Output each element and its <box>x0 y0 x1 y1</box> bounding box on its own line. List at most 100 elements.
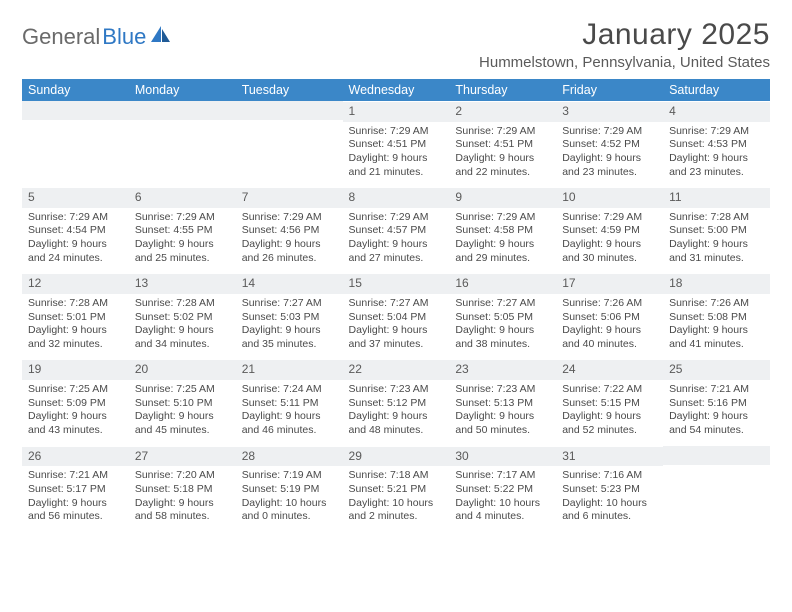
day-cell: 11Sunrise: 7:28 AMSunset: 5:00 PMDayligh… <box>663 187 770 273</box>
header: GeneralBlue January 2025 Hummelstown, Pe… <box>22 18 770 71</box>
day-cell: 13Sunrise: 7:28 AMSunset: 5:02 PMDayligh… <box>129 273 236 359</box>
sunrise-line: Sunrise: 7:24 AM <box>242 383 337 397</box>
day-cell <box>663 446 770 532</box>
day-cell: 6Sunrise: 7:29 AMSunset: 4:55 PMDaylight… <box>129 187 236 273</box>
day-cell: 8Sunrise: 7:29 AMSunset: 4:57 PMDaylight… <box>343 187 450 273</box>
location: Hummelstown, Pennsylvania, United States <box>479 54 770 71</box>
sunset-line: Sunset: 5:08 PM <box>669 311 764 325</box>
day-cell: 19Sunrise: 7:25 AMSunset: 5:09 PMDayligh… <box>22 359 129 445</box>
day-body: Sunrise: 7:21 AMSunset: 5:17 PMDaylight:… <box>22 466 129 532</box>
day-number: 29 <box>343 446 450 467</box>
sunrise-line: Sunrise: 7:29 AM <box>455 125 550 139</box>
sunrise-line: Sunrise: 7:23 AM <box>455 383 550 397</box>
day-cell: 12Sunrise: 7:28 AMSunset: 5:01 PMDayligh… <box>22 273 129 359</box>
day-body: Sunrise: 7:28 AMSunset: 5:01 PMDaylight:… <box>22 294 129 360</box>
sunrise-line: Sunrise: 7:28 AM <box>669 211 764 225</box>
sunrise-line: Sunrise: 7:16 AM <box>562 469 657 483</box>
sunrise-line: Sunrise: 7:21 AM <box>669 383 764 397</box>
day-cell: 28Sunrise: 7:19 AMSunset: 5:19 PMDayligh… <box>236 446 343 532</box>
daylight-line: Daylight: 9 hours and 37 minutes. <box>349 324 444 351</box>
day-number: 19 <box>22 359 129 380</box>
day-body: Sunrise: 7:16 AMSunset: 5:23 PMDaylight:… <box>556 466 663 532</box>
day-number: 13 <box>129 273 236 294</box>
sunset-line: Sunset: 4:58 PM <box>455 224 550 238</box>
day-cell: 26Sunrise: 7:21 AMSunset: 5:17 PMDayligh… <box>22 446 129 532</box>
day-number: 2 <box>449 101 556 122</box>
daylight-line: Daylight: 9 hours and 56 minutes. <box>28 497 123 524</box>
daylight-line: Daylight: 9 hours and 23 minutes. <box>562 152 657 179</box>
day-header-fri: Friday <box>556 79 663 101</box>
day-body: Sunrise: 7:21 AMSunset: 5:16 PMDaylight:… <box>663 380 770 446</box>
daylight-line: Daylight: 10 hours and 0 minutes. <box>242 497 337 524</box>
sunset-line: Sunset: 4:52 PM <box>562 138 657 152</box>
day-number: 4 <box>663 101 770 122</box>
day-number: 10 <box>556 187 663 208</box>
daylight-line: Daylight: 10 hours and 6 minutes. <box>562 497 657 524</box>
daylight-line: Daylight: 9 hours and 43 minutes. <box>28 410 123 437</box>
daylight-line: Daylight: 9 hours and 41 minutes. <box>669 324 764 351</box>
day-body: Sunrise: 7:28 AMSunset: 5:00 PMDaylight:… <box>663 208 770 274</box>
day-cell: 4Sunrise: 7:29 AMSunset: 4:53 PMDaylight… <box>663 101 770 187</box>
daylight-line: Daylight: 9 hours and 54 minutes. <box>669 410 764 437</box>
day-header-row: Sunday Monday Tuesday Wednesday Thursday… <box>22 79 770 101</box>
day-cell: 25Sunrise: 7:21 AMSunset: 5:16 PMDayligh… <box>663 359 770 445</box>
day-cell: 18Sunrise: 7:26 AMSunset: 5:08 PMDayligh… <box>663 273 770 359</box>
sunset-line: Sunset: 5:22 PM <box>455 483 550 497</box>
day-body: Sunrise: 7:29 AMSunset: 4:58 PMDaylight:… <box>449 208 556 274</box>
sunrise-line: Sunrise: 7:21 AM <box>28 469 123 483</box>
sunrise-line: Sunrise: 7:17 AM <box>455 469 550 483</box>
day-number: 25 <box>663 359 770 380</box>
daylight-line: Daylight: 9 hours and 26 minutes. <box>242 238 337 265</box>
day-body: Sunrise: 7:26 AMSunset: 5:06 PMDaylight:… <box>556 294 663 360</box>
daylight-line: Daylight: 9 hours and 50 minutes. <box>455 410 550 437</box>
sunset-line: Sunset: 5:18 PM <box>135 483 230 497</box>
sunset-line: Sunset: 4:51 PM <box>455 138 550 152</box>
day-cell: 2 Sunrise: 7:29 AMSunset: 4:51 PMDaylight… <box>449 101 556 187</box>
day-body: Sunrise: 7:29 AMSunset: 4:54 PMDaylight:… <box>22 208 129 274</box>
day-body: Sunrise: 7:27 AMSunset: 5:03 PMDaylight:… <box>236 294 343 360</box>
daylight-line: Daylight: 9 hours and 22 minutes. <box>455 152 550 179</box>
empty-day-body <box>236 120 343 182</box>
day-number: 22 <box>343 359 450 380</box>
day-cell: 27Sunrise: 7:20 AMSunset: 5:18 PMDayligh… <box>129 446 236 532</box>
day-body: Sunrise: 7:29 AMSunset: 4:55 PMDaylight:… <box>129 208 236 274</box>
day-number: 18 <box>663 273 770 294</box>
daylight-line: Daylight: 9 hours and 29 minutes. <box>455 238 550 265</box>
sunrise-line: Sunrise: 7:28 AM <box>135 297 230 311</box>
day-cell: 30Sunrise: 7:17 AMSunset: 5:22 PMDayligh… <box>449 446 556 532</box>
sunset-line: Sunset: 4:53 PM <box>669 138 764 152</box>
daylight-line: Daylight: 9 hours and 23 minutes. <box>669 152 764 179</box>
sunrise-line: Sunrise: 7:29 AM <box>349 211 444 225</box>
day-number: 24 <box>556 359 663 380</box>
sail-icon <box>150 25 172 50</box>
empty-day-number <box>663 446 770 465</box>
week-row: 12Sunrise: 7:28 AMSunset: 5:01 PMDayligh… <box>22 273 770 359</box>
sunset-line: Sunset: 4:59 PM <box>562 224 657 238</box>
sunset-line: Sunset: 4:56 PM <box>242 224 337 238</box>
sunset-line: Sunset: 5:02 PM <box>135 311 230 325</box>
daylight-line: Daylight: 9 hours and 58 minutes. <box>135 497 230 524</box>
day-body: Sunrise: 7:22 AMSunset: 5:15 PMDaylight:… <box>556 380 663 446</box>
sunrise-line: Sunrise: 7:27 AM <box>242 297 337 311</box>
calendar-body: 1Sunrise: 7:29 AMSunset: 4:51 PMDaylight… <box>22 101 770 532</box>
day-cell: 23Sunrise: 7:23 AMSunset: 5:13 PMDayligh… <box>449 359 556 445</box>
sunrise-line: Sunrise: 7:26 AM <box>562 297 657 311</box>
sunset-line: Sunset: 5:16 PM <box>669 397 764 411</box>
empty-day-number <box>236 101 343 120</box>
day-cell: 17Sunrise: 7:26 AMSunset: 5:06 PMDayligh… <box>556 273 663 359</box>
sunrise-line: Sunrise: 7:25 AM <box>28 383 123 397</box>
sunset-line: Sunset: 5:23 PM <box>562 483 657 497</box>
day-number: 3 <box>556 101 663 122</box>
title-block: January 2025 Hummelstown, Pennsylvania, … <box>479 18 770 71</box>
sunset-line: Sunset: 5:12 PM <box>349 397 444 411</box>
day-cell: 22Sunrise: 7:23 AMSunset: 5:12 PMDayligh… <box>343 359 450 445</box>
daylight-line: Daylight: 10 hours and 4 minutes. <box>455 497 550 524</box>
day-cell: 5Sunrise: 7:29 AMSunset: 4:54 PMDaylight… <box>22 187 129 273</box>
day-body: Sunrise: 7:29 AMSunset: 4:57 PMDaylight:… <box>343 208 450 274</box>
day-cell: 3Sunrise: 7:29 AMSunset: 4:52 PMDaylight… <box>556 101 663 187</box>
sunset-line: Sunset: 4:55 PM <box>135 224 230 238</box>
day-body: Sunrise: 7:29 AMSunset: 4:53 PMDaylight:… <box>663 122 770 188</box>
day-cell: 16Sunrise: 7:27 AMSunset: 5:05 PMDayligh… <box>449 273 556 359</box>
sunrise-line: Sunrise: 7:29 AM <box>28 211 123 225</box>
day-number: 5 <box>22 187 129 208</box>
